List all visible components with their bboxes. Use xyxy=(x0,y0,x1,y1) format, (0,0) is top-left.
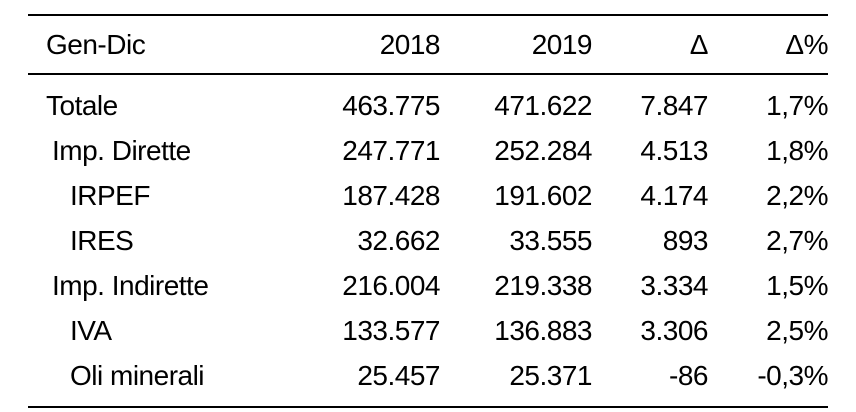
revenue-table: Gen-Dic 2018 2019 Δ Δ% Totale 463.775 471.… xyxy=(28,14,829,408)
header-2018: 2018 xyxy=(379,28,441,60)
value-2018: 32.662 xyxy=(357,224,440,256)
value-2019: 471.622 xyxy=(494,89,592,121)
header-2019: 2019 xyxy=(531,28,593,60)
value-2018: 247.771 xyxy=(342,134,440,166)
value-2019: 136.883 xyxy=(494,314,592,346)
value-delta-pct: 2,5% xyxy=(766,314,828,346)
row-label: Imp. Dirette xyxy=(52,134,191,166)
value-2018: 187.428 xyxy=(342,179,440,211)
value-delta-pct: 2,7% xyxy=(766,224,828,256)
value-delta-pct: -0,3% xyxy=(757,359,828,391)
value-delta: 3.306 xyxy=(640,314,708,346)
revenue-table-container: Gen-Dic 2018 2019 Δ Δ% Totale 463.775 471.… xyxy=(28,14,829,408)
table-body: Totale 463.775 471.622 7.847 1,7% Imp. Dirett… xyxy=(28,74,829,407)
value-delta: 893 xyxy=(662,224,709,256)
value-2018: 463.775 xyxy=(342,89,440,121)
value-delta-pct: 1,7% xyxy=(766,89,828,121)
value-2018: 216.004 xyxy=(342,269,440,301)
table-row: IRES 32.662 33.555 893 2,7% xyxy=(28,218,829,263)
value-delta: 4.174 xyxy=(640,179,708,211)
table-header: Gen-Dic 2018 2019 Δ Δ% xyxy=(28,15,829,74)
header-delta-pct: Δ% xyxy=(785,28,828,60)
table-row: Imp. Indirette 216.004 219.338 3.334 1,5% xyxy=(28,263,829,308)
value-delta: 7.847 xyxy=(640,89,708,121)
row-label: IVA xyxy=(70,314,112,346)
value-2019: 191.602 xyxy=(494,179,592,211)
row-label: IRES xyxy=(70,224,134,256)
value-delta: -86 xyxy=(669,359,708,391)
row-label: Imp. Indirette xyxy=(52,269,209,301)
value-2018: 133.577 xyxy=(342,314,440,346)
value-2019: 252.284 xyxy=(494,134,592,166)
table-row: Imp. Dirette 247.771 252.284 4.513 1,8% xyxy=(28,128,829,173)
header-row: Gen-Dic 2018 2019 Δ Δ% xyxy=(28,15,829,74)
row-label: Totale xyxy=(46,89,118,121)
value-delta-pct: 1,8% xyxy=(766,134,828,166)
value-delta-pct: 2,2% xyxy=(766,179,828,211)
value-delta: 3.334 xyxy=(640,269,708,301)
table-row: Oli minerali 25.457 25.371 -86 -0,3% xyxy=(28,353,829,407)
value-2019: 25.371 xyxy=(509,359,592,391)
table-row: IRPEF 187.428 191.602 4.174 2,2% xyxy=(28,173,829,218)
table-row: IVA 133.577 136.883 3.306 2,5% xyxy=(28,308,829,353)
value-2018: 25.457 xyxy=(357,359,440,391)
row-label: Oli minerali xyxy=(70,359,205,391)
header-delta: Δ xyxy=(689,28,709,60)
value-2019: 219.338 xyxy=(494,269,592,301)
value-delta: 4.513 xyxy=(640,134,708,166)
value-2019: 33.555 xyxy=(509,224,592,256)
table-row: Totale 463.775 471.622 7.847 1,7% xyxy=(28,74,829,128)
value-delta-pct: 1,5% xyxy=(766,269,828,301)
row-label: IRPEF xyxy=(70,179,150,211)
header-period: Gen-Dic xyxy=(46,28,146,60)
